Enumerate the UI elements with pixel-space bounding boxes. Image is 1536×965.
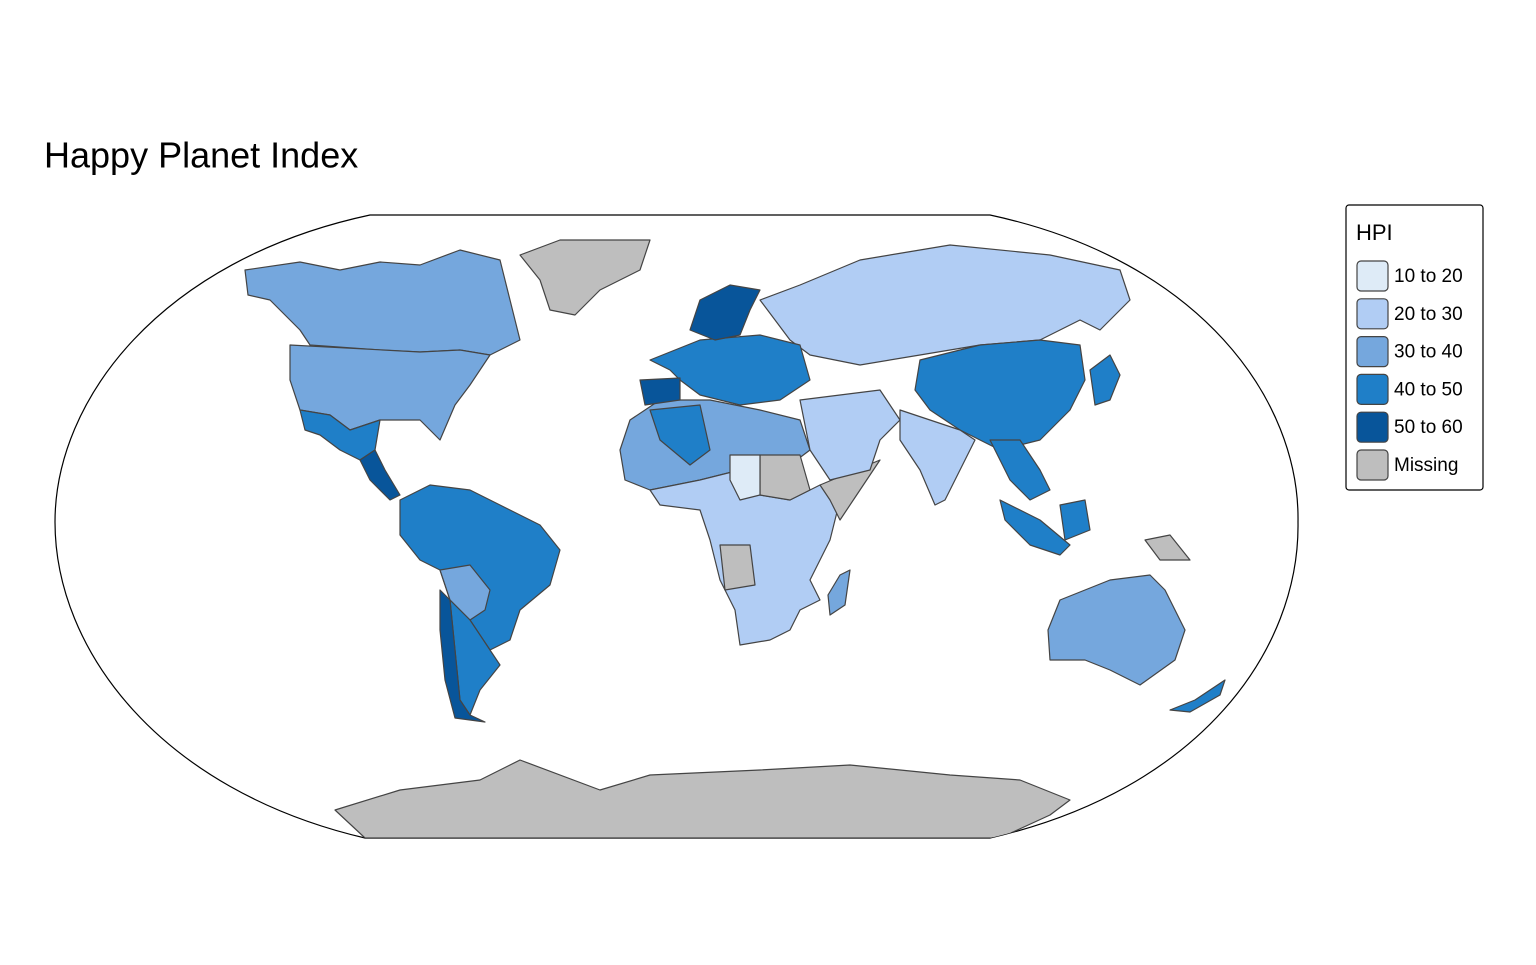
country [827, 569, 851, 616]
countries [244, 239, 1226, 838]
country [359, 449, 401, 501]
legend-label: 20 to 30 [1394, 304, 1463, 325]
legend-label: Missing [1394, 455, 1458, 476]
country [649, 404, 711, 466]
country [914, 339, 1086, 451]
legend-swatch [1356, 336, 1389, 368]
country [719, 544, 756, 591]
legend-label: 30 to 40 [1394, 342, 1463, 363]
legend-swatch [1356, 411, 1389, 443]
country [1059, 499, 1091, 541]
country [244, 249, 521, 356]
country [519, 239, 651, 316]
legend-swatch [1356, 260, 1389, 292]
legend-swatch [1356, 449, 1389, 481]
country [649, 334, 811, 406]
country [689, 284, 761, 341]
legend-swatch [1356, 298, 1389, 330]
country [759, 454, 811, 501]
country [989, 439, 1051, 501]
country [729, 454, 761, 501]
legend-label: 40 to 50 [1394, 379, 1463, 400]
legend: HPI 10 to 20 20 to 30 30 to 40 40 to 50 50 t… [1345, 204, 1484, 491]
legend-label: 10 to 20 [1394, 266, 1463, 287]
legend-label: 50 to 60 [1394, 417, 1463, 438]
country [1089, 354, 1121, 406]
country [759, 244, 1131, 366]
legend-title: HPI [1356, 220, 1393, 245]
country [799, 389, 901, 481]
legend-swatch [1356, 373, 1389, 405]
country [999, 499, 1071, 556]
country [1047, 574, 1186, 686]
country [899, 409, 976, 506]
country [639, 377, 681, 406]
country [1144, 534, 1191, 561]
country [1169, 679, 1226, 713]
country [399, 484, 561, 651]
map-title: Happy Planet Index [44, 135, 358, 176]
country [439, 589, 486, 723]
country [334, 759, 1071, 838]
